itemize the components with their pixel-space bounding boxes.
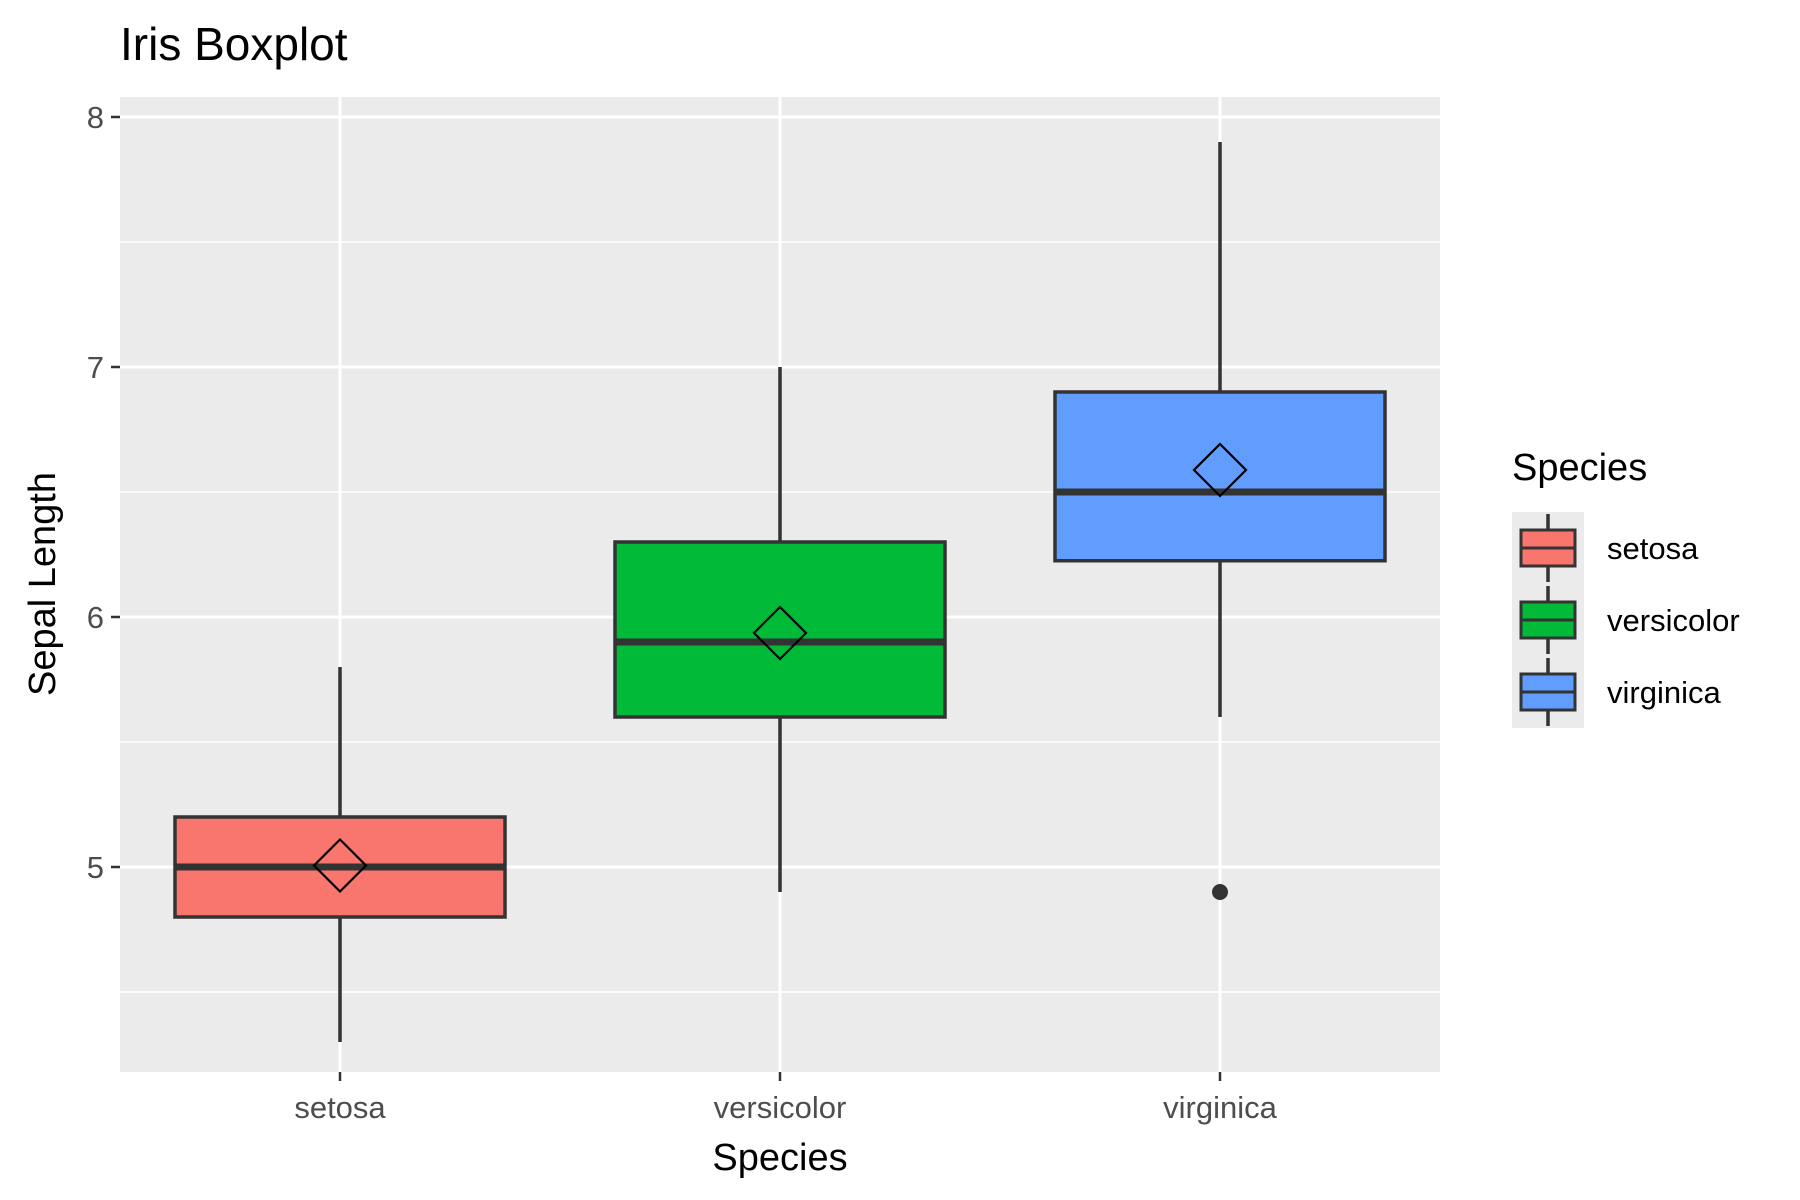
x-tick-label: setosa [294,1090,386,1125]
legend-item-versicolor: versicolor [1519,586,1740,654]
x-tick-label: virginica [1163,1090,1277,1125]
x-axis: setosa versicolor virginica [294,1072,1278,1125]
boxes [173,142,1387,1042]
box-virginica [1053,142,1387,900]
mean-marker [312,837,368,894]
box-versicolor [613,367,947,892]
y-tick-label: 6 [87,600,104,635]
mean-marker [752,605,808,661]
legend-label: virginica [1607,675,1721,710]
iqr-box [613,540,947,719]
outlier-point [1212,884,1228,900]
chart-title: Iris Boxplot [120,18,348,70]
legend-item-virginica: virginica [1519,658,1721,726]
y-tick-label: 8 [87,100,104,135]
legend-label: setosa [1607,531,1699,566]
mean-marker [1192,442,1248,498]
legend-label: versicolor [1607,603,1740,638]
y-tick-label: 7 [87,350,104,385]
legend: Species setosa versicolor virginica [1512,447,1740,728]
y-tick-label: 5 [87,850,104,885]
legend-item-setosa: setosa [1519,514,1699,582]
x-tick-label: versicolor [714,1090,847,1125]
box-setosa [173,667,507,1042]
y-axis-title: Sepal Length [22,472,64,696]
legend-title: Species [1512,447,1647,489]
x-axis-title: Species [712,1137,847,1179]
y-axis: 5 6 7 8 [87,100,120,885]
iqr-box [1053,390,1387,563]
